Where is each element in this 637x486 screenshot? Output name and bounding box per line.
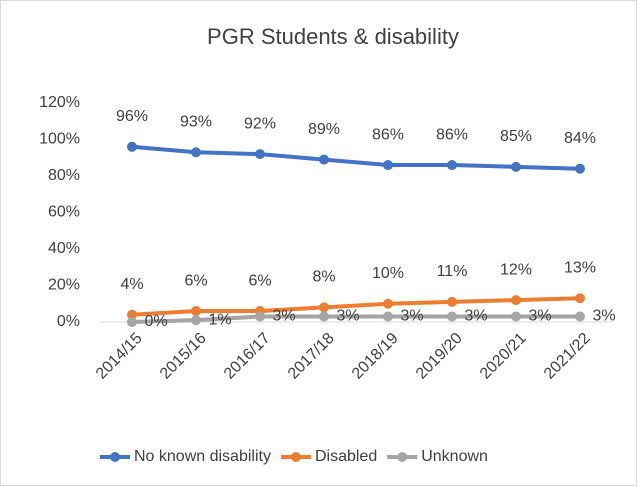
data-label: 3% [336, 308, 359, 325]
line [131, 144, 581, 171]
y-tick-label: 20% [48, 277, 80, 294]
data-label: 0% [144, 313, 167, 330]
data-label: 3% [400, 308, 423, 325]
data-label: 12% [500, 261, 532, 278]
data-label: 1% [208, 311, 231, 328]
y-tick-label: 40% [48, 240, 80, 257]
data-label: 4% [120, 276, 143, 293]
data-label: 93% [180, 113, 212, 130]
y-tick-label: 120% [39, 94, 80, 111]
line [131, 296, 581, 317]
point [511, 311, 521, 322]
point [447, 311, 457, 322]
legend-marker [110, 452, 120, 462]
data-label: 86% [436, 126, 468, 143]
data-label: 6% [184, 272, 207, 289]
data-label: 3% [272, 308, 295, 325]
data-label: 89% [308, 121, 340, 138]
data-label: 92% [244, 115, 276, 132]
legend-label: Unknown [421, 448, 488, 465]
data-label: 3% [592, 308, 615, 325]
y-tick-label: 80% [48, 167, 80, 184]
point [191, 306, 201, 317]
data-label: 11% [437, 263, 468, 280]
point [127, 141, 137, 152]
line [131, 314, 580, 324]
point [511, 161, 521, 172]
data-label: 3% [528, 308, 551, 325]
data-label: 8% [312, 269, 335, 286]
point [255, 311, 265, 322]
point [511, 295, 521, 306]
data-label: 96% [116, 108, 148, 125]
chart-title: PGR Students & disability [207, 24, 459, 49]
point [191, 315, 201, 326]
point [447, 160, 457, 171]
data-label: 85% [500, 128, 532, 145]
y-tick-label: 0% [57, 313, 80, 330]
data-label: 3% [464, 308, 487, 325]
legend-marker [397, 452, 408, 462]
legend-marker [290, 452, 301, 462]
point [127, 317, 137, 327]
point [191, 147, 201, 158]
legend-label: Disabled [315, 448, 377, 465]
point [319, 311, 329, 322]
data-label: 13% [564, 259, 596, 276]
point [447, 296, 457, 307]
point [383, 311, 393, 322]
point [383, 298, 393, 309]
data-label: 6% [248, 272, 271, 289]
legend-label: No known disability [134, 448, 271, 465]
data-label: 10% [372, 265, 404, 282]
point [383, 160, 393, 171]
point [319, 154, 329, 165]
data-label: 86% [372, 126, 404, 143]
point [575, 311, 585, 322]
point [127, 309, 137, 320]
point [319, 302, 329, 313]
point [575, 293, 585, 304]
data-label: 84% [564, 130, 596, 147]
point [255, 149, 265, 160]
y-tick-label: 60% [48, 204, 80, 221]
point [575, 163, 585, 174]
y-tick-label: 100% [39, 131, 80, 148]
